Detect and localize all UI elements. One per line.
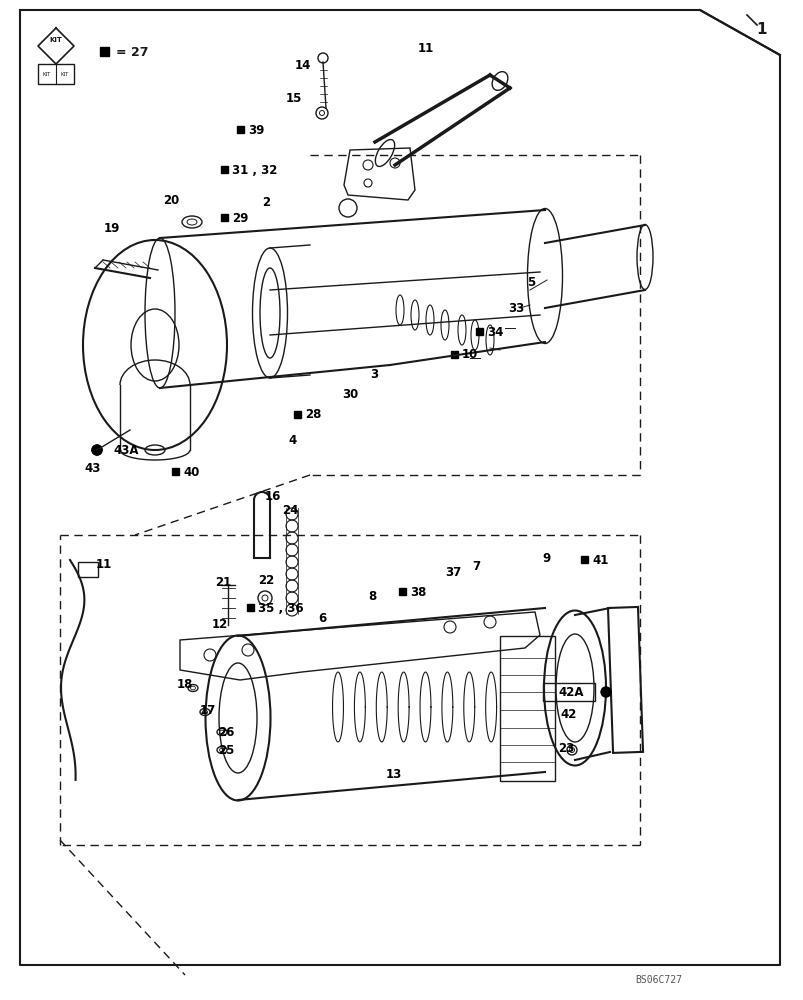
Text: 43A: 43A bbox=[113, 444, 138, 456]
Text: 10: 10 bbox=[462, 349, 478, 361]
Text: 35 , 36: 35 , 36 bbox=[258, 601, 304, 614]
Text: 34: 34 bbox=[487, 326, 503, 338]
Text: KIT: KIT bbox=[50, 37, 63, 43]
Text: 1: 1 bbox=[756, 22, 766, 37]
Text: 42: 42 bbox=[560, 708, 576, 722]
Text: 6: 6 bbox=[318, 611, 326, 624]
Bar bbox=[237, 126, 243, 133]
Bar bbox=[100, 47, 109, 56]
Bar bbox=[499, 636, 554, 781]
Text: = 27: = 27 bbox=[116, 46, 149, 59]
Bar bbox=[398, 587, 406, 594]
Bar bbox=[294, 410, 300, 418]
Text: 28: 28 bbox=[304, 408, 321, 422]
Text: 24: 24 bbox=[282, 504, 298, 516]
Circle shape bbox=[601, 687, 610, 697]
Text: 4: 4 bbox=[287, 434, 296, 446]
Text: 11: 11 bbox=[418, 42, 434, 55]
Text: 38: 38 bbox=[410, 585, 426, 598]
Circle shape bbox=[92, 445, 102, 455]
Bar bbox=[542, 683, 594, 701]
Text: 15: 15 bbox=[286, 92, 302, 105]
Text: 43: 43 bbox=[84, 462, 100, 475]
Text: 14: 14 bbox=[295, 59, 311, 72]
Text: 8: 8 bbox=[368, 589, 376, 602]
Text: 11: 11 bbox=[96, 558, 112, 572]
Circle shape bbox=[92, 445, 102, 455]
Text: 12: 12 bbox=[212, 618, 228, 632]
Bar bbox=[581, 556, 587, 562]
Bar bbox=[38, 64, 74, 84]
Bar bbox=[172, 468, 179, 475]
Text: 39: 39 bbox=[247, 124, 264, 137]
Text: 31 , 32: 31 , 32 bbox=[232, 164, 277, 177]
Text: BS06C727: BS06C727 bbox=[634, 975, 681, 985]
Text: 3: 3 bbox=[369, 368, 377, 381]
Text: 37: 37 bbox=[444, 566, 461, 578]
Text: 17: 17 bbox=[200, 704, 216, 716]
Text: 2: 2 bbox=[262, 196, 270, 209]
Bar bbox=[247, 603, 254, 610]
Bar bbox=[221, 214, 228, 221]
Text: 29: 29 bbox=[232, 212, 248, 225]
Text: 9: 9 bbox=[541, 552, 549, 564]
Text: 19: 19 bbox=[104, 222, 120, 234]
Text: KIT: KIT bbox=[61, 72, 69, 77]
Text: 25: 25 bbox=[218, 744, 234, 756]
Text: 18: 18 bbox=[177, 678, 194, 692]
Text: 7: 7 bbox=[471, 560, 479, 572]
Bar bbox=[221, 166, 228, 173]
Text: 42A: 42A bbox=[557, 686, 583, 700]
Text: 16: 16 bbox=[265, 489, 281, 502]
Text: 22: 22 bbox=[258, 574, 274, 586]
Text: 33: 33 bbox=[507, 302, 524, 314]
Text: 30: 30 bbox=[341, 388, 358, 401]
Text: 23: 23 bbox=[557, 742, 573, 754]
Bar bbox=[475, 328, 483, 334]
Text: 40: 40 bbox=[183, 466, 199, 479]
Bar bbox=[78, 562, 98, 577]
Text: 21: 21 bbox=[214, 576, 231, 589]
Text: 5: 5 bbox=[526, 275, 535, 288]
Text: KIT: KIT bbox=[43, 72, 51, 77]
Text: 20: 20 bbox=[163, 194, 179, 207]
Text: 41: 41 bbox=[591, 554, 608, 566]
Text: 26: 26 bbox=[218, 726, 234, 738]
Text: 13: 13 bbox=[385, 768, 402, 781]
Bar bbox=[607, 607, 642, 753]
Bar bbox=[450, 351, 458, 358]
